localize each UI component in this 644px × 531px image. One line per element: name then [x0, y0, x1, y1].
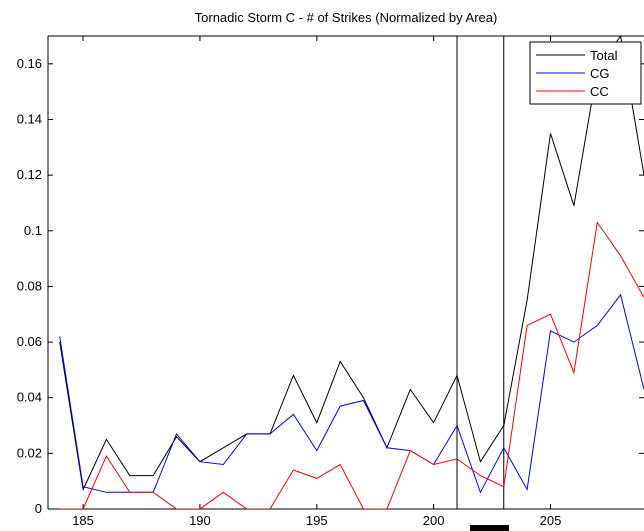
marker-lines [456, 36, 505, 509]
legend-label: CG [590, 66, 610, 81]
y-tick-label: 0.08 [17, 278, 42, 293]
series-line-total [59, 36, 644, 492]
x-tick-label: 185 [72, 513, 94, 528]
y-tick-label: 0 [35, 501, 42, 516]
legend-label: Total [590, 48, 618, 63]
legend-label: CC [590, 84, 609, 99]
y-tick-label: 0.12 [17, 167, 42, 182]
black-tab-mark [470, 525, 509, 531]
y-tick-label: 0.02 [17, 445, 42, 460]
series-line-cc [59, 221, 644, 509]
series-line-cg [59, 293, 644, 494]
x-tick-label: 195 [306, 513, 328, 528]
y-tick-label: 0.1 [24, 223, 42, 238]
y-tick-label: 0.04 [17, 390, 42, 405]
y-tick-label: 0.16 [17, 56, 42, 71]
legend: Total CG CC [529, 41, 642, 105]
chart-title: Tornadic Storm C - # of Strikes (Normali… [195, 10, 498, 25]
x-tick-label: 190 [189, 513, 211, 528]
y-tick-label: 0.14 [17, 111, 42, 126]
x-tick-label: 205 [540, 513, 562, 528]
y-tick-label: 0.06 [17, 334, 42, 349]
x-tick-label: 200 [423, 513, 445, 528]
axis-ticks: 0 0.02 0.04 0.06 0.08 0.1 0.12 0.14 0.16 185 190 19… [17, 36, 644, 528]
series-lines [59, 36, 644, 509]
